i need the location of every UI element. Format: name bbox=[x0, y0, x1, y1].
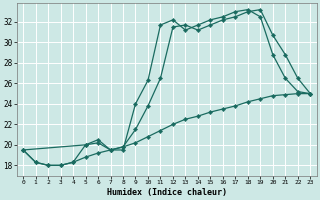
X-axis label: Humidex (Indice chaleur): Humidex (Indice chaleur) bbox=[107, 188, 227, 197]
